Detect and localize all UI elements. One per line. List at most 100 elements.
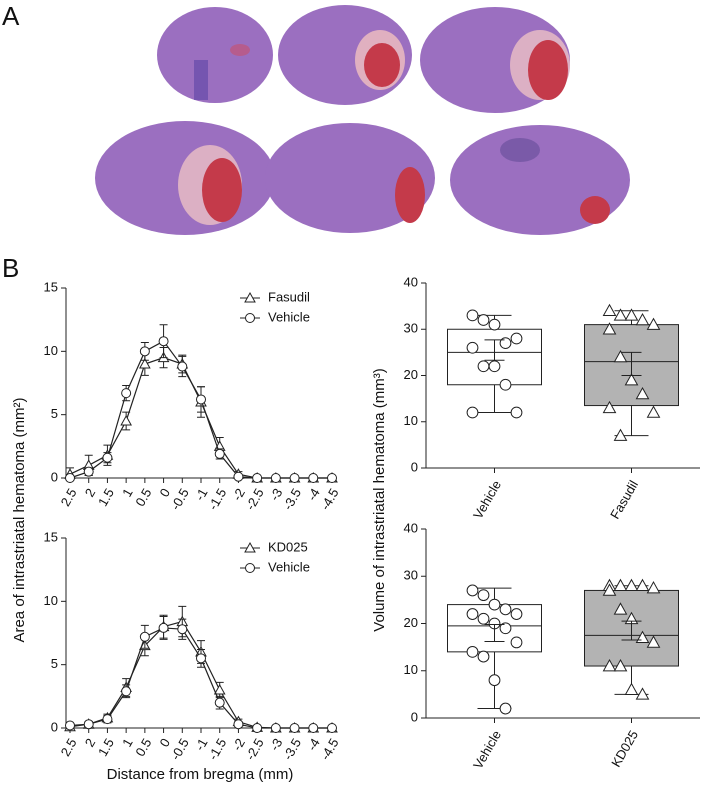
marker — [196, 394, 206, 405]
marker — [602, 400, 617, 414]
x-tick-label: 0 — [157, 486, 174, 500]
marker — [488, 318, 501, 331]
marker — [139, 357, 151, 369]
x-tick-label: 2 — [82, 736, 99, 750]
marker — [613, 602, 628, 615]
marker — [624, 578, 639, 591]
marker — [102, 452, 113, 463]
x-axis-label: Distance from bregma (mm) — [107, 766, 294, 783]
y-tick-label: 0 — [51, 719, 58, 734]
marker — [466, 645, 479, 658]
mean-sem — [621, 351, 642, 376]
x-tick-label: 1 — [119, 486, 136, 500]
marker — [233, 719, 244, 730]
marker — [646, 317, 661, 330]
marker — [499, 337, 512, 350]
x-tick-label: KD025 — [608, 728, 641, 770]
y-tick-label: 10 — [404, 413, 418, 428]
panel-label: B — [2, 253, 19, 283]
marker — [252, 723, 263, 733]
marker — [213, 683, 226, 695]
x-tick-label: 2.5 — [58, 486, 80, 509]
marker — [635, 578, 650, 591]
marker — [613, 658, 628, 672]
y-tick-label: 20 — [404, 367, 418, 382]
marker — [510, 608, 523, 620]
x-tick-label: -2.5 — [243, 736, 267, 763]
marker — [613, 308, 628, 321]
marker — [121, 686, 132, 697]
x-tick-label: -4.5 — [317, 486, 341, 513]
x-tick-label: -3.5 — [280, 736, 304, 763]
section — [265, 123, 435, 233]
y-tick-label: 30 — [404, 568, 418, 583]
marker — [308, 723, 319, 733]
marker — [466, 341, 479, 354]
marker — [613, 578, 628, 591]
marker — [270, 723, 281, 733]
mean-sem — [484, 339, 505, 361]
series-line — [69, 620, 332, 729]
marker — [646, 635, 661, 648]
marker — [646, 405, 661, 418]
x-tick-label: -0.5 — [168, 486, 192, 513]
marker — [177, 624, 188, 635]
y-tick-label: 40 — [404, 520, 418, 535]
marker — [510, 332, 523, 345]
section — [278, 5, 412, 105]
marker — [289, 473, 300, 483]
x-tick-label: -3.5 — [280, 486, 304, 513]
y-tick-label: 15 — [44, 279, 58, 294]
y-tick-label: 0 — [51, 469, 58, 484]
section — [450, 125, 630, 235]
x-tick-label: 0 — [157, 736, 174, 750]
marker — [177, 361, 188, 372]
marker — [624, 682, 639, 695]
marker — [466, 406, 479, 419]
legend-label: Vehicle — [268, 309, 310, 324]
marker — [158, 622, 169, 633]
marker — [602, 303, 617, 317]
marker — [244, 541, 256, 553]
marker — [635, 386, 650, 400]
marker — [477, 612, 490, 625]
marker — [646, 581, 661, 594]
marker — [602, 583, 617, 596]
y-axis-label: Volume of intrastriatal hematoma (mm³) — [371, 368, 388, 631]
marker — [121, 388, 132, 399]
marker — [244, 291, 256, 303]
x-tick-label: Vehicle — [470, 728, 504, 772]
marker — [327, 473, 337, 483]
marker — [308, 473, 319, 483]
marker — [289, 723, 300, 733]
x-tick-label: -4.5 — [317, 736, 341, 763]
marker — [158, 336, 169, 347]
section — [95, 121, 275, 235]
x-tick-label: -1.5 — [205, 736, 229, 763]
y-tick-label: 40 — [404, 274, 418, 289]
marker — [466, 584, 479, 597]
y-tick-label: 5 — [51, 406, 58, 421]
marker — [499, 702, 512, 715]
x-tick-label: 2 — [82, 486, 99, 500]
marker — [233, 471, 244, 482]
marker — [214, 448, 225, 459]
y-tick-label: 10 — [44, 343, 58, 358]
marker — [245, 563, 255, 573]
marker — [83, 466, 94, 477]
y-tick-label: 15 — [44, 529, 58, 544]
marker — [102, 714, 113, 725]
marker — [466, 309, 479, 322]
y-tick-label: 0 — [411, 459, 418, 474]
marker — [510, 406, 523, 419]
y-tick-label: 10 — [404, 662, 418, 677]
x-tick-label: 1 — [119, 736, 136, 750]
y-tick-label: 20 — [404, 615, 418, 630]
x-tick-label: 2.5 — [58, 736, 80, 759]
section — [157, 7, 273, 103]
brain-sections — [95, 5, 630, 235]
marker — [65, 473, 75, 483]
marker — [477, 314, 490, 326]
marker — [477, 360, 490, 373]
marker — [245, 313, 255, 323]
